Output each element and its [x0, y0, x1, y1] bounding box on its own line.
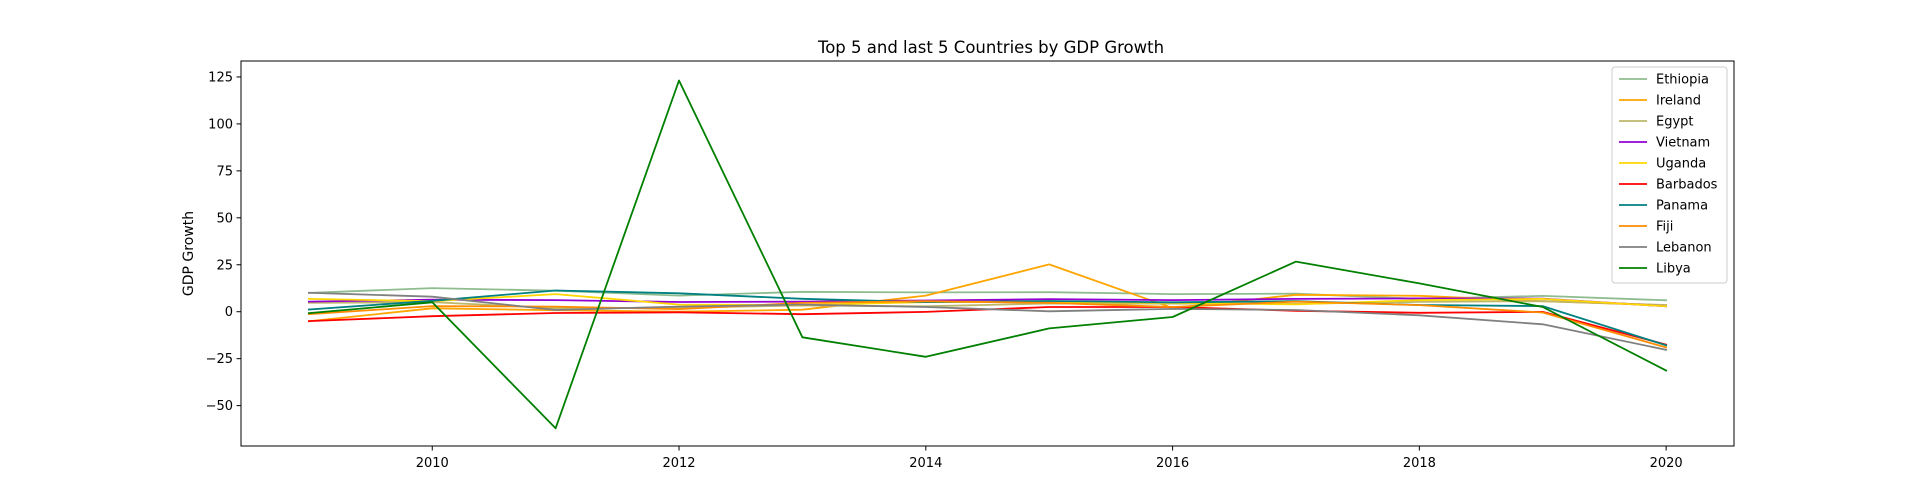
y-tick-label: −50 [206, 399, 233, 414]
y-tick-label: 100 [208, 117, 233, 132]
legend-label-barbados: Barbados [1656, 178, 1718, 193]
series-line-fiji [307, 300, 1668, 349]
y-tick-label: 125 [208, 70, 233, 85]
legend-label-ireland: Ireland [1656, 94, 1701, 109]
series-line-vietnam [307, 297, 1668, 308]
x-axis: 2010 2012 2014 2016 2018 2020 [416, 446, 1683, 471]
legend-label-uganda: Uganda [1656, 157, 1706, 172]
y-tick-label: 25 [216, 258, 233, 273]
legend-label-ethiopia: Ethiopia [1656, 73, 1709, 88]
x-tick-label: 2016 [1156, 456, 1189, 471]
legend: Ethiopia Ireland Egypt Vietnam Uganda Barbado… [1611, 66, 1728, 284]
x-tick-label: 2012 [662, 456, 695, 471]
series-line-lebanon [307, 291, 1668, 351]
y-tick-label: 75 [216, 164, 233, 179]
y-tick-label: −25 [206, 352, 233, 367]
x-tick-label: 2010 [416, 456, 449, 471]
series-line-ireland [307, 263, 1668, 323]
series-line-libya [307, 79, 1668, 430]
legend-label-egypt: Egypt [1656, 115, 1694, 130]
legend-label-fiji: Fiji [1656, 220, 1673, 235]
legend-label-libya: Libya [1656, 262, 1691, 277]
y-tick-label: 50 [216, 211, 233, 226]
x-tick-label: 2018 [1403, 456, 1436, 471]
legend-label-vietnam: Vietnam [1656, 136, 1710, 151]
y-axis: −50 −25 0 25 50 75 100 125 [206, 70, 241, 414]
x-tick-label: 2020 [1650, 456, 1683, 471]
x-tick-label: 2014 [909, 456, 942, 471]
y-tick-label: 0 [225, 305, 233, 320]
plot-frame [240, 60, 1735, 447]
series-lines [307, 79, 1668, 430]
legend-label-panama: Panama [1656, 199, 1708, 214]
chart-title: Top 5 and last 5 Countries by GDP Growth [817, 38, 1164, 57]
legend-label-lebanon: Lebanon [1656, 241, 1712, 256]
y-axis-label: GDP Growth [181, 211, 197, 296]
